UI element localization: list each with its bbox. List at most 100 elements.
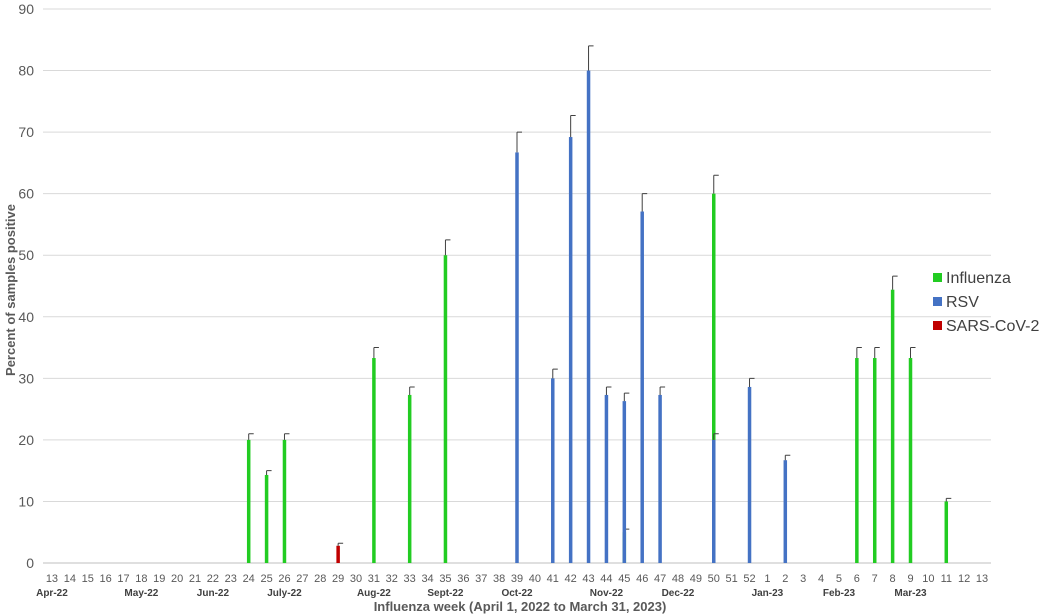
x-tick-label: 43	[582, 573, 594, 585]
x-tick-label: 48	[672, 573, 684, 585]
bar	[622, 401, 627, 563]
x-tick-label: 51	[726, 573, 738, 585]
error-bar	[945, 497, 952, 502]
error-bar	[749, 377, 755, 387]
legend-swatch	[933, 297, 942, 306]
x-tick-label: 31	[368, 573, 380, 585]
x-tick-label: 25	[260, 573, 272, 585]
x-tick-label: 23	[225, 573, 237, 585]
x-tick-label: 16	[99, 573, 111, 585]
y-tick-label: 90	[18, 1, 34, 17]
bar	[944, 501, 949, 563]
month-label: Feb-23	[823, 588, 856, 599]
x-tick-label: 45	[618, 573, 630, 585]
x-tick-label: 19	[153, 573, 165, 585]
bar	[264, 474, 269, 563]
y-tick-label: 60	[18, 186, 34, 202]
x-tick-label: 8	[890, 573, 896, 585]
x-tick-label: 4	[818, 573, 824, 585]
y-tick-label: 10	[18, 493, 34, 509]
bar	[282, 439, 287, 563]
bar	[568, 137, 573, 563]
month-label: Aug-22	[357, 588, 391, 599]
x-tick-label: 30	[350, 573, 362, 585]
x-tick-label: 10	[922, 573, 934, 585]
x-axis-title: Influenza week (April 1, 2022 to March 3…	[374, 599, 667, 614]
legend-label: RSV	[946, 294, 979, 311]
bar	[586, 70, 591, 564]
x-tick-label: 29	[332, 573, 344, 585]
error-bar	[641, 193, 648, 212]
x-tick-label: 46	[636, 573, 648, 585]
month-label: July-22	[267, 588, 302, 599]
x-tick-label: 52	[743, 573, 755, 585]
error-bar	[713, 433, 719, 440]
legend-label: SARS-CoV-2	[946, 318, 1039, 335]
y-tick-label: 20	[18, 432, 34, 448]
x-tick-label: 40	[529, 573, 541, 585]
bar	[783, 460, 788, 563]
x-tick-label: 34	[421, 573, 433, 585]
error-bar	[856, 347, 862, 359]
y-tick-label: 70	[18, 124, 34, 140]
bar	[246, 439, 251, 563]
error-bar	[444, 239, 451, 256]
y-tick-label: 50	[18, 247, 34, 263]
y-tick-label: 0	[26, 555, 34, 571]
month-labels: Apr-22 May-22 Jun-22 July-22 Aug-22 Sept-22 Oc…	[36, 588, 927, 599]
x-tick-label: 38	[493, 573, 505, 585]
x-tick-label: 42	[565, 573, 577, 585]
bar	[515, 152, 519, 563]
bar	[336, 545, 340, 563]
month-label: Jan-23	[752, 588, 784, 599]
x-tick-label: 15	[82, 573, 94, 585]
x-tick-label: 7	[872, 573, 878, 585]
legend-swatch	[933, 273, 942, 282]
x-tick-label: 49	[690, 573, 702, 585]
error-bar	[605, 386, 612, 395]
x-tick-label: 28	[314, 573, 326, 585]
x-tick-label: 37	[475, 573, 487, 585]
month-label: May-22	[124, 588, 158, 599]
x-tick-label: 5	[836, 573, 842, 585]
error-bar	[588, 45, 594, 71]
month-label: Dec-22	[662, 588, 695, 599]
x-tick-label: 44	[600, 573, 612, 585]
x-tick-label: 36	[457, 573, 469, 585]
bar	[658, 394, 662, 563]
error-bar	[623, 392, 630, 402]
x-tick-label: 2	[782, 573, 788, 585]
bar	[747, 386, 752, 563]
x-tick-label: 50	[708, 573, 720, 585]
x-tick-label: 35	[439, 573, 451, 585]
bar	[640, 211, 644, 564]
x-tick-label: 39	[511, 573, 523, 585]
bar	[551, 378, 555, 563]
error-bar	[516, 131, 522, 153]
error-bar	[337, 542, 344, 546]
bar	[712, 439, 716, 563]
x-tick-label: 9	[907, 573, 913, 585]
error-bar	[570, 114, 576, 138]
y-tick-label: 30	[18, 370, 34, 386]
error-bar	[552, 368, 558, 379]
error-bar	[659, 386, 666, 395]
month-label: Sept-22	[427, 588, 464, 599]
y-axis-ticks: 0 10 20 30 40 50 60 70 80 90	[18, 1, 34, 571]
error-bar	[892, 275, 898, 290]
bar	[407, 394, 412, 563]
x-tick-label: 12	[958, 573, 970, 585]
x-tick-label: 21	[189, 573, 201, 585]
x-tick-label: 13	[46, 573, 58, 585]
x-tick-label: 22	[207, 573, 219, 585]
x-tick-label: 41	[547, 573, 559, 585]
month-label: Apr-22	[36, 588, 68, 599]
y-axis-title: Percent of samples positive	[3, 204, 18, 376]
x-tick-label: 27	[296, 573, 308, 585]
bar	[872, 358, 877, 563]
month-label: Jun-22	[197, 588, 230, 599]
x-tick-label: 6	[854, 573, 860, 585]
error-bar	[874, 347, 880, 359]
error-bar	[713, 174, 719, 194]
